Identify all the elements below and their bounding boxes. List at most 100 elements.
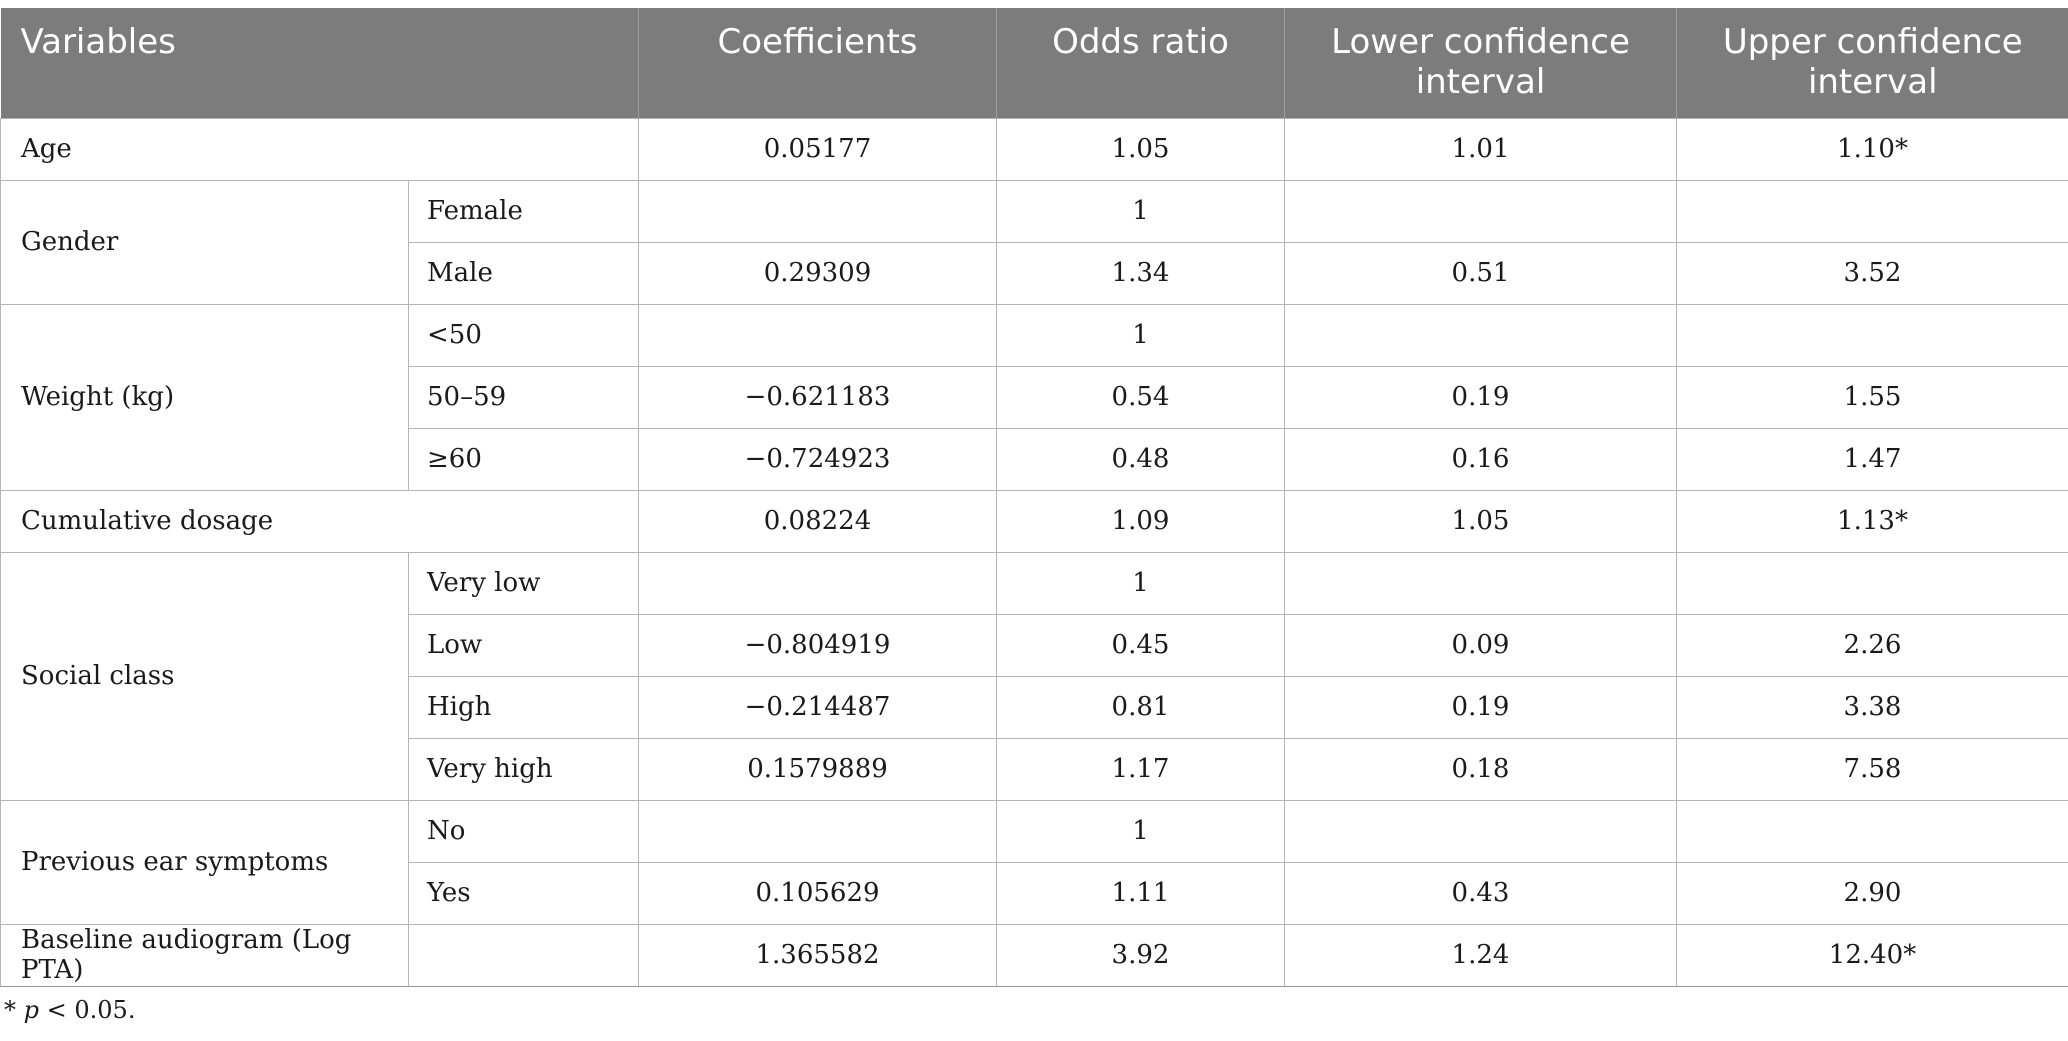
upper-ci-cell: 3.38 bbox=[1676, 675, 2068, 739]
odds-ratio-cell: 0.48 bbox=[996, 427, 1285, 491]
upper-ci-cell bbox=[1676, 551, 2068, 615]
table-row: Low −0.804919 0.45 0.09 2.26 bbox=[1, 613, 2068, 677]
category-label: Very high bbox=[408, 737, 639, 801]
category-label: Low bbox=[408, 613, 639, 677]
lower-ci-cell bbox=[1284, 303, 1677, 367]
coefficient-cell: −0.214487 bbox=[638, 675, 997, 739]
lower-ci-cell: 0.18 bbox=[1284, 737, 1677, 801]
variable-label: Gender bbox=[0, 179, 409, 305]
footnote-p: p bbox=[23, 996, 40, 1024]
table-row: Yes 0.105629 1.11 0.43 2.90 bbox=[1, 861, 2068, 925]
coefficient-cell: −0.724923 bbox=[638, 427, 997, 491]
category-label: High bbox=[408, 675, 639, 739]
coefficient-cell bbox=[638, 303, 997, 367]
odds-ratio-cell: 1 bbox=[996, 799, 1285, 863]
odds-ratio-cell: 1 bbox=[996, 551, 1285, 615]
upper-ci-cell: 12.40* bbox=[1676, 923, 2068, 987]
category-label: Male bbox=[408, 241, 639, 305]
header-odds-ratio: Odds ratio bbox=[996, 8, 1285, 118]
odds-ratio-cell: 1 bbox=[996, 179, 1285, 243]
coefficient-cell: 0.1579889 bbox=[638, 737, 997, 801]
upper-ci-cell: 1.47 bbox=[1676, 427, 2068, 491]
category-label: ≥60 bbox=[408, 427, 639, 491]
odds-ratio-cell: 0.81 bbox=[996, 675, 1285, 739]
footnote-star: * bbox=[4, 996, 24, 1024]
odds-ratio-cell: 1.34 bbox=[996, 241, 1285, 305]
category-label: Female bbox=[408, 179, 639, 243]
odds-ratio-cell: 1.17 bbox=[996, 737, 1285, 801]
upper-ci-cell bbox=[1676, 799, 2068, 863]
table-row: ≥60 −0.724923 0.48 0.16 1.47 bbox=[1, 427, 2068, 491]
lower-ci-cell: 1.24 bbox=[1284, 923, 1677, 987]
lower-ci-cell: 0.43 bbox=[1284, 861, 1677, 925]
upper-ci-cell: 2.90 bbox=[1676, 861, 2068, 925]
odds-ratio-cell: 1.05 bbox=[996, 117, 1285, 181]
header-coefficients: Coefficients bbox=[638, 8, 997, 118]
regression-table-container: Variables Coefficients Odds ratio Lower … bbox=[0, 8, 2068, 987]
lower-ci-cell: 0.19 bbox=[1284, 675, 1677, 739]
coefficient-cell: 0.105629 bbox=[638, 861, 997, 925]
table-footnote: * p < 0.05. bbox=[4, 996, 135, 1024]
odds-ratio-cell: 3.92 bbox=[996, 923, 1285, 987]
header-variables: Variables bbox=[0, 8, 639, 118]
table-row: Gender Female 1 bbox=[0, 179, 2068, 305]
category-label: Yes bbox=[408, 861, 639, 925]
footnote-text: < 0.05. bbox=[39, 996, 136, 1024]
lower-ci-cell: 0.51 bbox=[1284, 241, 1677, 305]
coefficient-cell bbox=[638, 551, 997, 615]
coefficient-cell bbox=[638, 179, 997, 243]
lower-ci-cell bbox=[1284, 799, 1677, 863]
header-row: Variables Coefficients Odds ratio Lower … bbox=[0, 8, 2068, 118]
upper-ci-cell: 2.26 bbox=[1676, 613, 2068, 677]
coefficient-cell: 0.29309 bbox=[638, 241, 997, 305]
lower-ci-cell: 0.19 bbox=[1284, 365, 1677, 429]
odds-ratio-cell: 1.09 bbox=[996, 489, 1285, 553]
header-lower-ci: Lower confidence interval bbox=[1284, 8, 1677, 118]
upper-ci-cell bbox=[1676, 179, 2068, 243]
odds-ratio-cell: 0.54 bbox=[996, 365, 1285, 429]
lower-ci-cell: 0.09 bbox=[1284, 613, 1677, 677]
coefficient-cell bbox=[638, 799, 997, 863]
coefficient-cell: 0.08224 bbox=[638, 489, 997, 553]
odds-ratio-cell: 0.45 bbox=[996, 613, 1285, 677]
table-header: Variables Coefficients Odds ratio Lower … bbox=[0, 8, 2068, 118]
category-label: <50 bbox=[408, 303, 639, 367]
regression-table: Variables Coefficients Odds ratio Lower … bbox=[0, 8, 2068, 987]
category-label-empty bbox=[408, 923, 639, 987]
table-body: Age 0.05177 1.05 1.01 1.10* Gender Femal… bbox=[0, 117, 2068, 987]
variable-label: Social class bbox=[0, 551, 409, 801]
variable-label: Cumulative dosage bbox=[0, 489, 639, 553]
upper-ci-cell: 7.58 bbox=[1676, 737, 2068, 801]
category-label: 50–59 bbox=[408, 365, 639, 429]
table-row: Cumulative dosage 0.08224 1.09 1.05 1.13… bbox=[0, 489, 2068, 553]
upper-ci-cell: 1.13* bbox=[1676, 489, 2068, 553]
coefficient-cell: 0.05177 bbox=[638, 117, 997, 181]
lower-ci-cell: 1.05 bbox=[1284, 489, 1677, 553]
lower-ci-cell: 0.16 bbox=[1284, 427, 1677, 491]
variable-label: Previous ear symptoms bbox=[0, 799, 409, 925]
header-upper-ci: Upper confidence interval bbox=[1676, 8, 2068, 118]
variable-label: Baseline audiogram (Log PTA) bbox=[0, 923, 409, 987]
coefficient-cell: 1.365582 bbox=[638, 923, 997, 987]
category-label: No bbox=[408, 799, 639, 863]
odds-ratio-cell: 1.11 bbox=[996, 861, 1285, 925]
coefficient-cell: −0.804919 bbox=[638, 613, 997, 677]
variable-label: Age bbox=[0, 117, 639, 181]
lower-ci-cell: 1.01 bbox=[1284, 117, 1677, 181]
odds-ratio-cell: 1 bbox=[996, 303, 1285, 367]
category-label: Very low bbox=[408, 551, 639, 615]
table-row: Social class Very low 1 bbox=[0, 551, 2068, 801]
table-row: Previous ear symptoms No 1 bbox=[0, 799, 2068, 925]
table-row: Age 0.05177 1.05 1.01 1.10* bbox=[0, 117, 2068, 181]
table-row: Baseline audiogram (Log PTA) 1.365582 3.… bbox=[0, 923, 2068, 987]
table-row: High −0.214487 0.81 0.19 3.38 bbox=[1, 675, 2068, 739]
upper-ci-cell: 1.55 bbox=[1676, 365, 2068, 429]
lower-ci-cell bbox=[1284, 551, 1677, 615]
table-row: 50–59 −0.621183 0.54 0.19 1.55 bbox=[1, 365, 2068, 429]
upper-ci-cell: 3.52 bbox=[1676, 241, 2068, 305]
coefficient-cell: −0.621183 bbox=[638, 365, 997, 429]
upper-ci-cell bbox=[1676, 303, 2068, 367]
variable-label: Weight (kg) bbox=[0, 303, 409, 491]
table-row: Weight (kg) <50 1 bbox=[0, 303, 2068, 491]
lower-ci-cell bbox=[1284, 179, 1677, 243]
